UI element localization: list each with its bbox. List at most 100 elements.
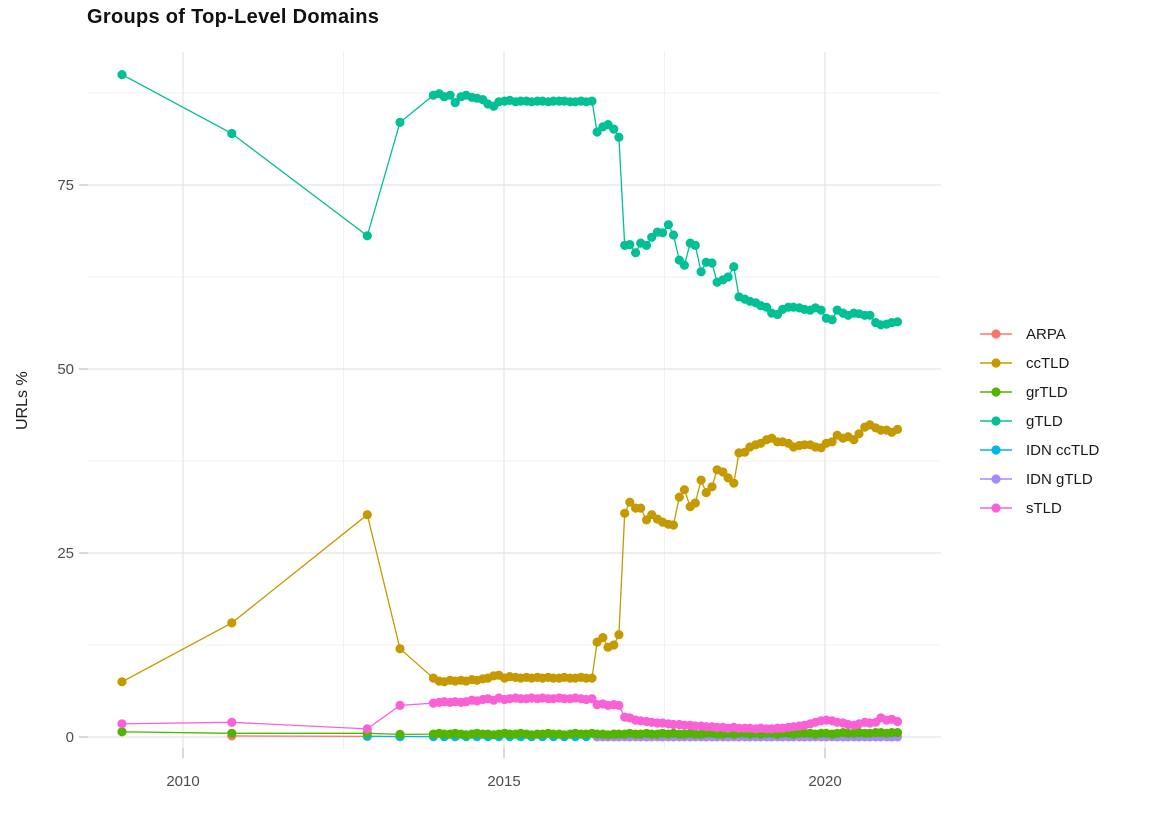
data-point <box>696 267 706 277</box>
legend-label: IDN ccTLD <box>1026 441 1100 459</box>
data-point <box>620 508 630 518</box>
data-point <box>587 96 597 106</box>
data-point <box>227 717 237 727</box>
data-point <box>362 724 372 734</box>
data-point <box>636 503 646 513</box>
legend-key-dot <box>991 474 1001 484</box>
data-point <box>117 70 127 80</box>
legend-key-icon <box>980 445 1012 455</box>
legend-key-icon <box>980 387 1012 397</box>
data-point <box>679 260 690 270</box>
data-point <box>690 240 700 250</box>
legend: ARPA ccTLD grTLD gTLD IDN ccTLD IDN gTLD sTLD <box>978 323 1099 519</box>
data-point <box>865 310 875 320</box>
data-point <box>701 488 711 498</box>
data-point <box>227 728 237 738</box>
legend-key-icon <box>980 329 1012 339</box>
y-tick-label: 0 <box>66 729 74 746</box>
axis-ticks-layer <box>79 184 826 758</box>
data-point <box>117 677 127 687</box>
data-point <box>854 429 864 439</box>
data-point <box>598 633 608 643</box>
data-point <box>362 231 372 241</box>
x-tick-label: 2015 <box>487 773 520 790</box>
y-tick-label: 25 <box>57 545 74 562</box>
data-point <box>614 132 624 142</box>
legend-item-grTLD: grTLD <box>978 381 1099 403</box>
data-point <box>723 272 733 282</box>
data-point <box>631 248 641 258</box>
data-point <box>227 128 237 139</box>
gridlines-layer <box>88 52 941 748</box>
data-point <box>729 478 739 488</box>
x-tick-label: 2020 <box>808 773 841 790</box>
legend-label: ARPA <box>1026 325 1066 343</box>
data-point <box>729 262 739 272</box>
data-point <box>707 258 717 268</box>
series-grTLD <box>117 727 903 740</box>
legend-item-ARPA: ARPA <box>978 323 1099 345</box>
data-point <box>827 315 837 325</box>
series-sTLD <box>117 693 903 734</box>
legend-key-dot <box>991 329 1001 339</box>
legend-label: sTLD <box>1026 499 1062 517</box>
data-point <box>827 437 837 447</box>
legend-key-dot <box>991 445 1001 455</box>
data-point <box>658 228 668 238</box>
data-point <box>395 117 405 127</box>
legend-key-dot <box>991 387 1001 397</box>
legend-item-sTLD: sTLD <box>978 497 1099 519</box>
data-point <box>614 630 624 640</box>
y-tick-label: 75 <box>57 177 74 194</box>
data-point <box>625 497 635 507</box>
data-point <box>395 644 405 654</box>
legend-key-icon <box>980 474 1012 484</box>
chart-title: Groups of Top-Level Domains <box>87 6 380 28</box>
legend-item-gTLD: gTLD <box>978 410 1099 432</box>
legend-key-dot <box>991 503 1001 513</box>
series-line <box>121 74 898 326</box>
data-point <box>718 467 728 477</box>
series-gTLD <box>117 70 903 330</box>
data-point <box>227 618 237 628</box>
data-point <box>674 492 684 502</box>
legend-key-dot <box>991 416 1001 426</box>
series-layer <box>117 70 903 742</box>
data-point <box>625 240 635 250</box>
data-point <box>395 729 405 740</box>
legend-label: gTLD <box>1026 412 1063 430</box>
data-point <box>362 510 372 520</box>
legend-item-IDN-gTLD: IDN gTLD <box>978 468 1099 490</box>
data-point <box>690 498 700 508</box>
data-point <box>679 485 690 495</box>
legend-key-icon <box>980 503 1012 513</box>
data-point <box>117 727 127 737</box>
series-ccTLD <box>117 420 903 687</box>
legend-label: IDN gTLD <box>1026 470 1093 488</box>
data-point <box>668 520 679 530</box>
data-point <box>663 220 674 230</box>
legend-label: ccTLD <box>1026 354 1070 372</box>
legend-label: grTLD <box>1026 383 1068 401</box>
data-point <box>892 728 903 738</box>
legend-item-ccTLD: ccTLD <box>978 352 1099 374</box>
data-point <box>892 716 903 727</box>
data-point <box>707 482 717 492</box>
data-point <box>450 98 460 108</box>
data-point <box>445 90 455 100</box>
data-point <box>696 475 706 485</box>
legend-key-dot <box>991 358 1001 368</box>
data-point <box>641 240 652 250</box>
axis-labels-layer: 2010 2015 2020 0 25 50 75 <box>57 177 841 790</box>
y-axis-title: URLs % <box>14 371 31 430</box>
legend-item-IDN-ccTLD: IDN ccTLD <box>978 439 1099 461</box>
x-tick-label: 2010 <box>166 773 199 790</box>
legend-key-icon <box>980 416 1012 426</box>
data-point <box>668 230 679 240</box>
data-point <box>816 305 826 315</box>
data-point <box>892 317 903 327</box>
data-point <box>892 424 903 434</box>
data-point <box>614 700 624 711</box>
y-tick-label: 50 <box>57 361 74 378</box>
